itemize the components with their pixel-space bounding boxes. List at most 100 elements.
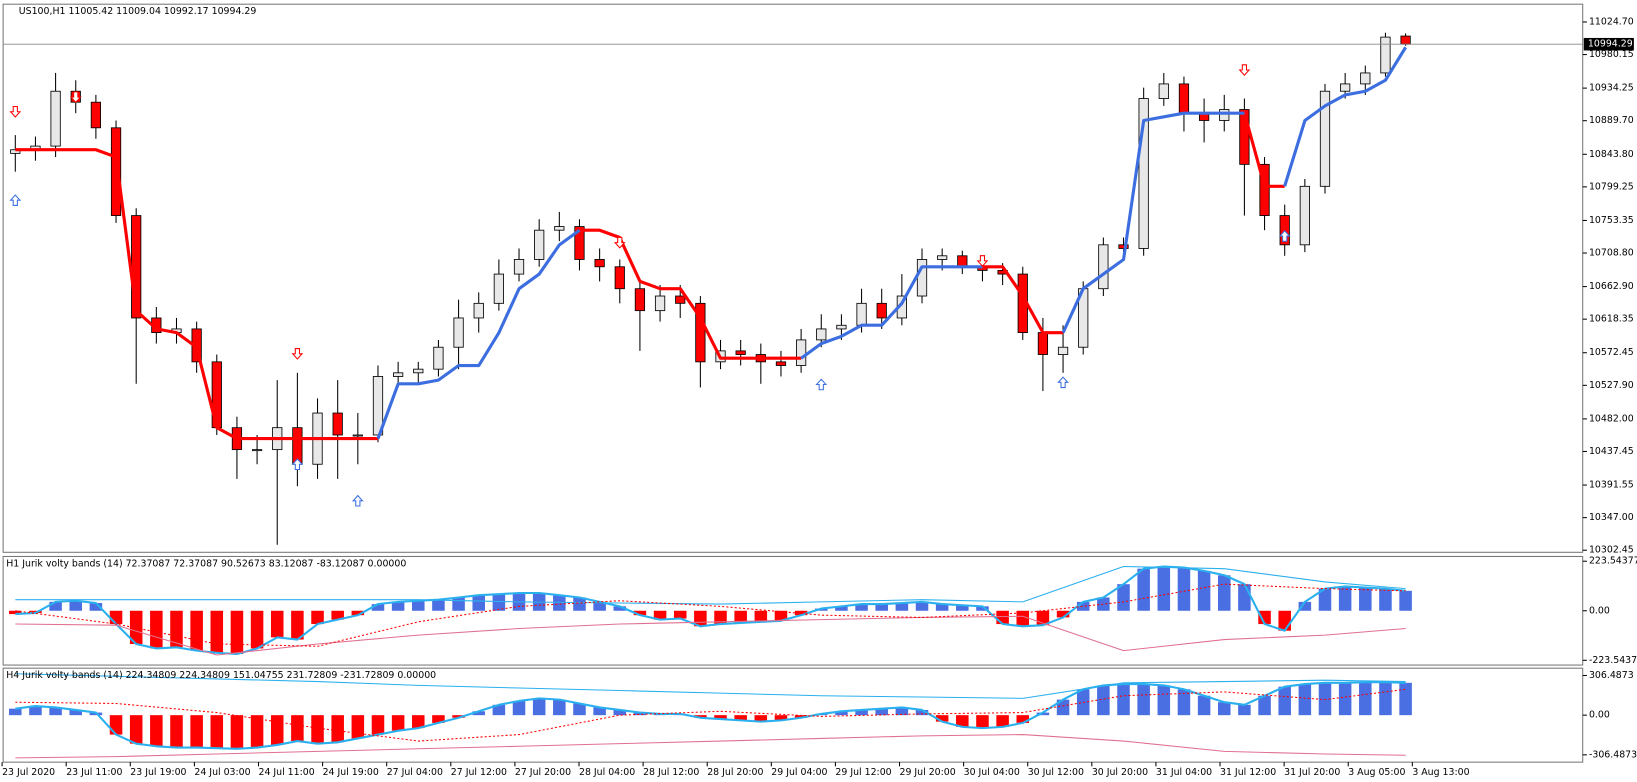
histogram-bar xyxy=(1137,684,1150,716)
signal-arrow xyxy=(69,91,82,104)
candle-body xyxy=(513,259,525,275)
histogram-bar xyxy=(1318,682,1332,716)
histogram-bar xyxy=(935,604,949,611)
histogram-bar xyxy=(1359,682,1372,716)
histogram-bar xyxy=(835,711,848,716)
candle-body xyxy=(473,302,484,319)
y-tick-label: 10347.00 xyxy=(1589,512,1634,523)
candle-body xyxy=(90,101,102,129)
signal-arrow xyxy=(9,105,22,118)
histogram-bar xyxy=(996,610,1009,625)
histogram-bar xyxy=(69,600,83,611)
histogram-bar xyxy=(593,601,606,611)
candle-body xyxy=(1239,109,1250,165)
candle-body xyxy=(10,149,21,154)
histogram-bar xyxy=(895,707,909,716)
histogram-bar xyxy=(714,715,727,720)
x-tick-label: 31 Jul 20:00 xyxy=(1284,767,1340,778)
histogram-bar xyxy=(855,604,868,611)
histogram-bar xyxy=(311,610,324,625)
candle-body xyxy=(1299,185,1310,246)
histogram-bar xyxy=(250,715,264,748)
histogram-bar xyxy=(553,595,566,611)
histogram-bar xyxy=(1379,682,1392,716)
histogram-bar xyxy=(754,715,768,722)
candle-body xyxy=(614,266,625,290)
histogram-bar xyxy=(1137,568,1150,611)
candle-body xyxy=(1319,90,1331,187)
signal-arrow xyxy=(1278,230,1291,242)
candle-body xyxy=(110,127,122,216)
histogram-bar xyxy=(250,610,264,649)
candle-body xyxy=(735,350,746,355)
candle-body xyxy=(937,255,948,260)
upper-band xyxy=(15,673,1406,699)
x-tick-label: 28 Jul 20:00 xyxy=(707,767,763,778)
histogram-bar xyxy=(1338,682,1352,716)
candle-body xyxy=(433,346,444,370)
signal-arrow xyxy=(976,255,989,267)
histogram-bar xyxy=(452,597,465,611)
histogram-bar xyxy=(1278,610,1291,631)
histogram-bar xyxy=(794,715,808,718)
x-tick-label: 31 Jul 04:00 xyxy=(1156,767,1212,778)
histogram-bar xyxy=(1117,584,1130,611)
candle-body xyxy=(1178,83,1190,114)
candle-body xyxy=(352,434,363,437)
candle-body xyxy=(695,302,706,363)
signal-arrow xyxy=(1238,64,1251,77)
histogram-bar xyxy=(653,610,667,620)
candle-body xyxy=(775,361,787,366)
y-tick-label: 10618.35 xyxy=(1589,314,1634,325)
histogram-bar xyxy=(996,715,1009,727)
y-tick-label: 10843.80 xyxy=(1589,149,1634,160)
histogram-bar xyxy=(1097,685,1110,716)
histogram-bar xyxy=(371,604,385,611)
histogram-bar xyxy=(815,608,828,611)
signal-arrow xyxy=(351,494,364,507)
histogram-bar xyxy=(956,715,969,727)
histogram-bar xyxy=(593,707,606,716)
histogram-bar xyxy=(875,708,888,716)
candle-body xyxy=(634,288,646,312)
y-tick-label: 10799.25 xyxy=(1589,181,1634,192)
histogram-bar xyxy=(1399,682,1412,716)
candle-body xyxy=(493,273,504,304)
candle-body xyxy=(1259,163,1270,216)
histogram-bar xyxy=(391,601,405,611)
y-tick-label: 223.54377 xyxy=(1589,556,1637,567)
y-tick-label: 10391.55 xyxy=(1589,480,1634,491)
histogram-bar xyxy=(472,711,485,716)
y-tick-label: 10889.70 xyxy=(1589,115,1634,126)
histogram-bar xyxy=(1359,587,1372,611)
histogram-bar xyxy=(109,715,123,735)
candle-body xyxy=(856,302,867,326)
histogram-bar xyxy=(613,709,627,716)
histogram-bar xyxy=(1258,695,1271,716)
histogram-bar xyxy=(1379,588,1392,611)
candle-body xyxy=(1158,83,1169,99)
histogram-bar xyxy=(855,709,868,716)
histogram-bar xyxy=(1056,610,1070,618)
histogram-bar xyxy=(412,600,425,611)
price-panel xyxy=(2,3,1584,553)
histogram-bar xyxy=(1056,699,1070,716)
y-tick-label: -223.54377 xyxy=(1589,655,1637,666)
histogram-bar xyxy=(230,715,244,749)
histogram-bar xyxy=(1177,689,1191,716)
histogram-bar xyxy=(331,610,344,620)
upper-band xyxy=(15,565,1406,605)
y-tick-label: 10934.25 xyxy=(1589,83,1634,94)
histogram-bar xyxy=(432,715,445,723)
histogram-bar xyxy=(9,610,22,615)
x-tick-label: 31 Jul 12:00 xyxy=(1220,767,1276,778)
x-tick-label: 24 Jul 19:00 xyxy=(323,767,379,778)
histogram-bar xyxy=(1238,584,1251,611)
histogram-bar xyxy=(109,610,123,625)
histogram-bar xyxy=(291,715,304,742)
candle-body xyxy=(413,368,424,374)
histogram-bar xyxy=(1399,590,1412,611)
histogram-bar xyxy=(311,715,324,744)
histogram-bar xyxy=(794,610,808,616)
x-tick-label: 29 Jul 04:00 xyxy=(771,767,827,778)
